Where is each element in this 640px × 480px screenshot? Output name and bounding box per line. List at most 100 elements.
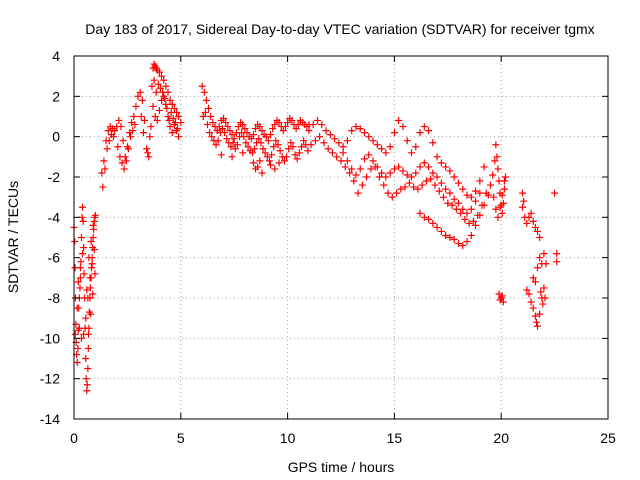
data-point	[454, 179, 462, 187]
data-point	[267, 161, 275, 169]
data-point	[162, 100, 170, 108]
data-point	[137, 113, 145, 120]
data-point	[129, 127, 137, 135]
axis-ticks	[73, 55, 609, 420]
data-point	[252, 125, 260, 133]
data-point	[223, 135, 231, 143]
data-point	[446, 189, 454, 197]
data-point	[257, 139, 265, 147]
data-point	[536, 254, 544, 262]
data-point	[452, 205, 460, 213]
y-tick-label: -10	[40, 330, 60, 346]
data-point	[227, 143, 235, 151]
data-point	[218, 125, 226, 133]
x-tick-label: 25	[600, 430, 616, 446]
data-point	[328, 149, 336, 157]
data-point	[153, 117, 161, 125]
data-point	[525, 290, 533, 298]
data-point	[498, 292, 506, 300]
data-point	[111, 127, 119, 135]
data-point	[309, 121, 317, 129]
data-point	[201, 108, 209, 116]
data-point	[476, 211, 484, 219]
data-point	[77, 258, 85, 266]
data-point	[267, 131, 275, 139]
x-tick-label: 20	[493, 430, 509, 446]
y-tick-label: 4	[52, 48, 60, 64]
data-point	[229, 139, 237, 147]
data-point	[261, 149, 269, 157]
data-point	[354, 189, 362, 197]
data-point	[531, 223, 539, 231]
data-point	[553, 250, 561, 258]
data-point	[427, 175, 435, 183]
data-point	[465, 219, 473, 227]
data-point	[76, 264, 84, 272]
data-point	[248, 149, 256, 157]
data-point	[117, 123, 125, 131]
data-point	[459, 205, 467, 213]
data-point	[382, 149, 390, 157]
data-point	[168, 100, 176, 108]
data-point	[139, 129, 147, 137]
data-point	[99, 183, 107, 191]
data-point	[89, 234, 97, 241]
data-point	[84, 344, 92, 352]
data-point	[365, 133, 373, 141]
data-point	[492, 141, 500, 149]
data-point	[200, 88, 208, 96]
data-point	[433, 223, 441, 231]
data-point	[429, 139, 437, 147]
data-point	[520, 197, 528, 205]
data-point	[86, 284, 94, 292]
data-point	[294, 121, 302, 129]
data-point	[199, 113, 207, 120]
data-point	[322, 127, 330, 135]
data-point	[523, 286, 531, 294]
data-point	[311, 137, 319, 145]
data-point	[363, 173, 371, 181]
data-point	[446, 234, 454, 241]
data-point	[79, 217, 87, 225]
data-point	[256, 123, 264, 131]
data-point	[454, 199, 462, 207]
data-point	[450, 195, 458, 203]
y-tick-label: -8	[48, 290, 61, 306]
data-point	[90, 246, 98, 254]
data-point	[71, 330, 79, 338]
data-point	[369, 157, 377, 165]
data-point	[442, 231, 450, 239]
data-point	[397, 185, 405, 193]
data-point	[536, 234, 544, 241]
data-point	[529, 217, 537, 225]
data-point	[403, 171, 411, 179]
data-point	[166, 96, 174, 104]
data-point	[523, 219, 531, 227]
data-point	[87, 238, 95, 246]
data-point	[425, 215, 433, 223]
data-point	[498, 191, 506, 199]
data-point	[204, 121, 211, 129]
data-point	[416, 163, 424, 171]
data-point	[401, 183, 409, 191]
data-point	[529, 274, 537, 282]
data-point	[425, 163, 433, 171]
data-point	[457, 209, 465, 217]
data-point	[138, 96, 146, 104]
data-point	[390, 129, 398, 137]
data-point	[255, 135, 263, 143]
data-point	[175, 133, 183, 141]
data-point	[233, 141, 241, 149]
data-point	[247, 135, 255, 143]
data-point	[343, 157, 351, 165]
data-point	[165, 117, 173, 125]
data-point	[258, 169, 266, 177]
data-point	[214, 137, 222, 145]
data-point	[100, 157, 108, 165]
data-point	[164, 113, 172, 120]
data-point	[450, 173, 458, 181]
data-point	[158, 72, 166, 80]
data-point	[80, 244, 88, 252]
data-points	[70, 60, 561, 395]
